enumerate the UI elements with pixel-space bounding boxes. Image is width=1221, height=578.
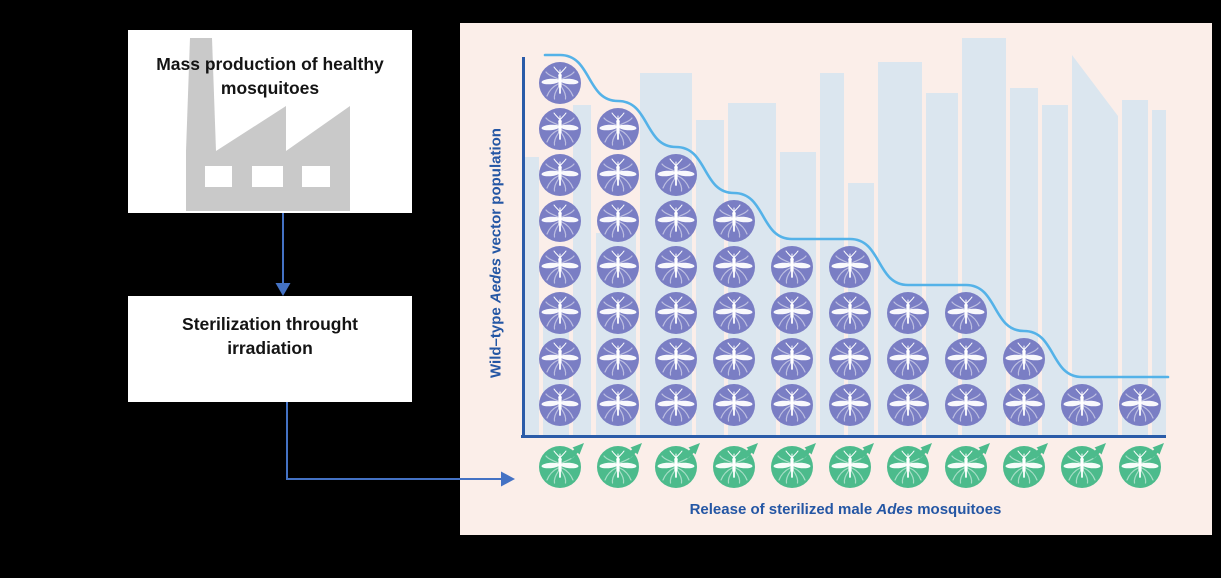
y-axis-line bbox=[522, 57, 525, 437]
wild-mosquito-icon bbox=[712, 199, 756, 243]
factory-icon bbox=[186, 38, 350, 211]
building-silhouette bbox=[523, 157, 539, 436]
step-sterilization-box: Sterilization throught irradiation bbox=[128, 296, 412, 402]
wild-mosquito-icon bbox=[596, 153, 640, 197]
building-silhouette bbox=[1152, 110, 1166, 436]
wild-mosquito-icon bbox=[712, 245, 756, 289]
wild-mosquito-icon bbox=[886, 383, 930, 427]
sterile-male-mosquito-icon bbox=[712, 443, 758, 489]
wild-mosquito-icon bbox=[596, 107, 640, 151]
sterile-male-mosquito-icon bbox=[538, 443, 584, 489]
building-silhouette bbox=[926, 93, 958, 436]
sterile-male-mosquito-icon bbox=[654, 443, 700, 489]
male-symbol-arrow bbox=[684, 443, 700, 459]
male-symbol-arrow bbox=[916, 443, 932, 459]
sterile-male-mosquito-icon bbox=[828, 443, 874, 489]
sterile-male-mosquito-icon bbox=[886, 443, 932, 489]
wild-mosquito-icon bbox=[712, 291, 756, 335]
wild-mosquito-icon bbox=[1118, 383, 1162, 427]
wild-mosquito-icon bbox=[538, 199, 582, 243]
wild-mosquito-icon bbox=[1060, 383, 1104, 427]
male-symbol-arrow bbox=[626, 443, 642, 459]
wild-mosquito-icon bbox=[538, 291, 582, 335]
x-axis-label-suffix: mosquitoes bbox=[913, 501, 1002, 518]
wild-mosquito-icon bbox=[828, 337, 872, 381]
x-axis-line bbox=[521, 435, 1166, 438]
building-silhouette bbox=[1042, 105, 1068, 436]
male-symbol-arrow bbox=[1032, 443, 1048, 459]
wild-mosquito-icon bbox=[770, 245, 814, 289]
wild-mosquito-icon bbox=[596, 245, 640, 289]
wild-mosquito-icon bbox=[654, 153, 698, 197]
x-axis-label-prefix: Release of sterilized male bbox=[689, 501, 877, 518]
wild-mosquito-icon bbox=[538, 153, 582, 197]
wild-mosquito-icon bbox=[886, 291, 930, 335]
wild-mosquito-icon bbox=[770, 383, 814, 427]
plot-area bbox=[460, 23, 1212, 535]
trend-curve bbox=[543, 53, 1170, 379]
wild-mosquito-icon bbox=[828, 245, 872, 289]
wild-mosquito-icon bbox=[596, 383, 640, 427]
sterile-male-mosquito-icon bbox=[770, 443, 816, 489]
wild-mosquito-icon bbox=[654, 383, 698, 427]
wild-mosquito-icon bbox=[944, 291, 988, 335]
sterile-male-mosquito-icon bbox=[1060, 443, 1106, 489]
x-axis-label: Release of sterilized male Ades mosquito… bbox=[523, 501, 1168, 518]
step-mass-production-box: Mass production of healthy mosquitoes bbox=[128, 30, 412, 213]
building-silhouette bbox=[1072, 55, 1118, 436]
step2-label: Sterilization throught irradiation bbox=[182, 314, 358, 359]
sterile-male-mosquito-icon bbox=[1118, 443, 1164, 489]
wild-mosquito-icon bbox=[538, 245, 582, 289]
y-axis-label-suffix: vector population bbox=[487, 128, 505, 259]
down-arrow-head bbox=[275, 283, 291, 296]
male-symbol-arrow bbox=[974, 443, 990, 459]
factory-window bbox=[252, 166, 283, 187]
wild-mosquito-icon bbox=[654, 245, 698, 289]
wild-mosquito-icon bbox=[538, 107, 582, 151]
male-symbol-arrow bbox=[800, 443, 816, 459]
y-axis-label-prefix: Wild–type bbox=[487, 303, 505, 378]
sterile-male-mosquito-icon bbox=[596, 443, 642, 489]
wild-mosquito-icon bbox=[770, 291, 814, 335]
wild-mosquito-icon bbox=[944, 337, 988, 381]
factory-window bbox=[302, 166, 330, 187]
wild-mosquito-icon bbox=[1002, 337, 1046, 381]
wild-mosquito-icon bbox=[538, 337, 582, 381]
wild-mosquito-icon bbox=[712, 337, 756, 381]
sterile-male-mosquito-icon bbox=[944, 443, 990, 489]
wild-mosquito-icon bbox=[596, 291, 640, 335]
male-symbol-arrow bbox=[568, 443, 584, 459]
released-males-row bbox=[460, 23, 1212, 535]
step1-label: Mass production of healthy mosquitoes bbox=[156, 54, 384, 99]
chart-panel: Wild–type Aedes vector population Releas… bbox=[460, 23, 1212, 535]
wild-mosquito-icon bbox=[538, 61, 582, 105]
factory-window bbox=[205, 166, 232, 187]
male-symbol-arrow bbox=[1148, 443, 1164, 459]
wild-mosquito-icon bbox=[828, 291, 872, 335]
building-silhouette bbox=[1122, 100, 1148, 436]
y-axis-label: Wild–type Aedes vector population bbox=[488, 128, 505, 378]
wild-mosquito-icon bbox=[886, 337, 930, 381]
y-axis-label-genus: Aedes bbox=[487, 258, 505, 304]
wild-mosquito-icon bbox=[712, 383, 756, 427]
male-symbol-arrow bbox=[1090, 443, 1106, 459]
wild-mosquito-icon bbox=[1002, 383, 1046, 427]
wild-mosquito-icon bbox=[770, 337, 814, 381]
wild-mosquito-icon bbox=[828, 383, 872, 427]
wild-mosquito-icon bbox=[538, 383, 582, 427]
sterile-male-mosquito-icon bbox=[1002, 443, 1048, 489]
wild-mosquito-icon bbox=[596, 199, 640, 243]
male-symbol-arrow bbox=[858, 443, 874, 459]
x-axis-label-genus: Ades bbox=[876, 501, 914, 518]
male-symbol-arrow bbox=[742, 443, 758, 459]
wild-mosquito-icon bbox=[654, 199, 698, 243]
wild-mosquito-icon bbox=[654, 291, 698, 335]
wild-mosquito-icon bbox=[596, 337, 640, 381]
wild-mosquito-icon bbox=[944, 383, 988, 427]
wild-mosquito-icon bbox=[654, 337, 698, 381]
